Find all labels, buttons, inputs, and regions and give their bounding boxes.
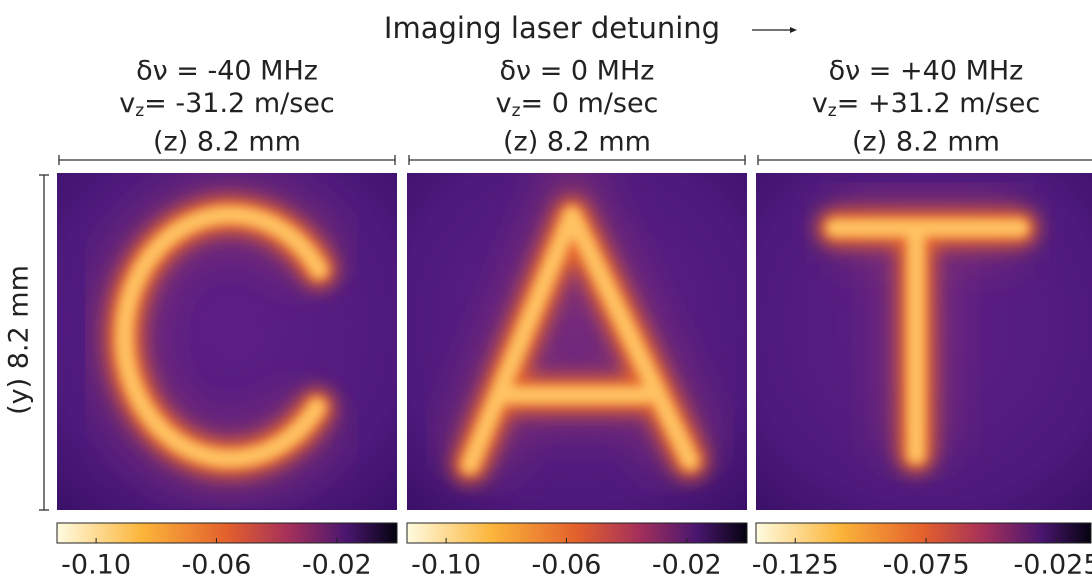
detuning-label: δν = +40 MHz	[829, 56, 1024, 87]
velocity-text: = -31.2 m/sec	[144, 88, 335, 119]
velocity-symbol: v	[119, 88, 135, 119]
velocity-text: = +31.2 m/sec	[837, 88, 1040, 119]
velocity-label: vz= +31.2 m/sec	[812, 88, 1040, 122]
colorbar-tick-label: -0.075	[883, 550, 970, 581]
colorbar	[407, 523, 747, 543]
colorbar-tick-label: -0.06	[182, 550, 252, 581]
width-label: (z) 8.2 mm	[503, 127, 651, 158]
figure: Imaging laser detuning (y) 8.2 mm δν = -…	[0, 0, 1092, 588]
y-scale-bar	[39, 175, 49, 510]
colorbar-tick-label: -0.125	[752, 550, 839, 581]
colorbar-tick-label: -0.02	[302, 550, 372, 581]
velocity-label: vz= -31.2 m/sec	[119, 88, 335, 122]
velocity-subscript: z	[828, 101, 837, 121]
colorbar	[756, 523, 1091, 543]
width-label: (z) 8.2 mm	[852, 127, 1000, 158]
colorbar-tick-label: -0.02	[652, 550, 722, 581]
colorbar-tick-label: -0.10	[61, 550, 131, 581]
image-panel	[756, 173, 1092, 510]
velocity-label: vz= 0 m/sec	[496, 88, 659, 122]
detuning-label: δν = -40 MHz	[136, 56, 318, 87]
figure-title: Imaging laser detuning	[384, 11, 720, 45]
image-panel	[57, 173, 397, 510]
detuning-arrow	[752, 27, 797, 33]
velocity-symbol: v	[496, 88, 512, 119]
velocity-symbol: v	[812, 88, 828, 119]
y-label: (y) 8.2 mm	[4, 265, 35, 415]
velocity-subscript: z	[512, 101, 521, 121]
image-panel	[407, 173, 747, 510]
colorbar-tick-label: -0.06	[532, 550, 602, 581]
colorbar-tick-label: -0.10	[411, 550, 481, 581]
width-label: (z) 8.2 mm	[153, 127, 301, 158]
colorbar	[57, 523, 397, 543]
colorbar-tick-label: -0.025	[1013, 550, 1092, 581]
velocity-text: = 0 m/sec	[521, 88, 659, 119]
detuning-label: δν = 0 MHz	[500, 56, 655, 87]
velocity-subscript: z	[135, 101, 144, 121]
